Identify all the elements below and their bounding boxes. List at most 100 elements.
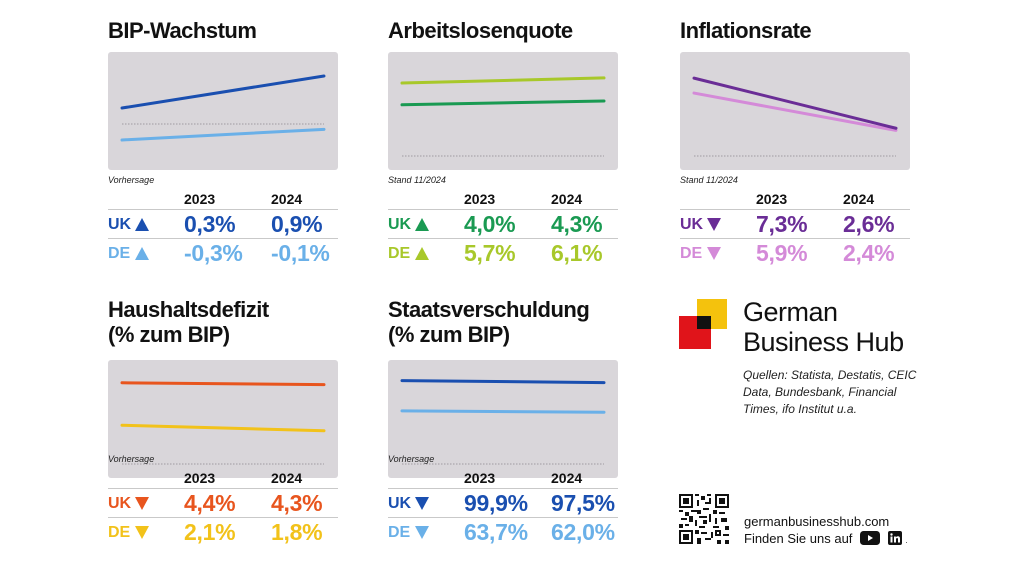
chart-note: Stand 11/2024 [680,175,738,185]
triangle-down-icon [415,526,429,539]
series-line-de [120,423,326,433]
table-row-uk: UK 7,3% 2,6% [680,210,910,239]
triangle-up-icon [415,247,429,260]
chart-note: Vorhersage [108,175,155,185]
chart-svg [692,76,898,157]
value-2024: 0,9% [271,211,323,237]
brand-name: German Business Hub [743,297,904,357]
year-label: 2023 [464,470,496,486]
table-row-uk: UK 99,9% 97,5% [388,489,618,518]
year-label: 2024 [551,470,583,486]
value-2023: 5,9% [756,240,808,266]
value-2024: 2,4% [843,240,895,266]
panel-bip-wachstum: BIP-Wachstum Vorhersage 2023 2024 UK 0,3% 0,… [108,18,338,266]
year-label: 2024 [551,191,583,207]
brand-logo [679,299,729,351]
footer: germanbusinesshub.com Finden Sie uns auf… [679,494,939,546]
triangle-up-icon [135,218,149,231]
value-2023: 2,1% [184,519,236,545]
brand-name-line2: Business Hub [743,327,904,357]
value-2023: 99,9% [464,490,528,516]
linkedin-icon[interactable] [887,531,902,545]
panel-title: Staatsverschuldung [388,297,590,322]
country-code: DE [388,524,411,541]
find-us-text: Finden Sie uns auf [744,531,853,546]
year-label: 2023 [184,191,216,207]
country-code: DE [108,245,131,262]
value-2024: 4,3% [551,211,603,237]
year-header: 2023 2024 [108,190,338,210]
chart-svg [400,76,606,157]
table-row-de: DE 63,7% 62,0% [388,518,618,547]
value-2024: -0,1% [271,240,330,266]
series-line-de [400,409,606,414]
data-table: 2023 2024 UK 0,3% 0,9% DE -0,3% -0,1% [108,190,338,268]
year-label: 2024 [271,191,303,207]
year-label: 2024 [843,191,875,207]
find-us-line: Finden Sie uns auf . [744,531,908,546]
line-chart [388,52,618,170]
country-code: DE [388,245,411,262]
line-chart [680,52,910,170]
panel-subtitle: (% zum BIP) [108,322,230,347]
triangle-down-icon [707,247,721,260]
line-chart [108,360,338,478]
value-2023: 63,7% [464,519,528,545]
table-row-de: DE 5,7% 6,1% [388,239,618,268]
country-code: UK [680,216,704,233]
value-2023: 0,3% [184,211,236,237]
brand-name-line1: German [743,297,838,327]
value-2024: 6,1% [551,240,603,266]
table-row-de: DE 5,9% 2,4% [680,239,910,268]
chart-svg [120,381,326,465]
value-2024: 97,5% [551,490,615,516]
chart-svg [120,74,326,142]
qr-code-icon[interactable] [679,494,729,544]
panel-title: Arbeitslosenquote [388,18,573,43]
panel-subtitle: (% zum BIP) [388,322,510,347]
panel-inflationsrate: Inflationsrate Stand 11/2024 2023 2024 UK 7… [680,18,910,266]
chart-note: Vorhersage [388,454,435,464]
panel-arbeitslosenquote: Arbeitslosenquote Stand 11/2024 2023 2024… [388,18,618,266]
year-label: 2024 [271,470,303,486]
series-line-uk [400,379,606,385]
country-code: DE [680,245,703,262]
data-table: 2023 2024 UK 7,3% 2,6% DE 5,9% 2,4% [680,190,910,268]
series-line-de [120,127,326,142]
triangle-down-icon [707,218,721,231]
triangle-down-icon [135,526,149,539]
panel-title: Haushaltsdefizit [108,297,269,322]
triangle-up-icon [135,247,149,260]
panel-title: BIP-Wachstum [108,18,257,43]
panel-staatsverschuldung: Staatsverschuldung (% zum BIP) Vorhersag… [388,297,618,545]
value-2023: 5,7% [464,240,516,266]
sources-text: Quellen: Statista, Destatis, CEIC Data, … [743,368,917,416]
table-row-uk: UK 4,0% 4,3% [388,210,618,239]
logo-black-square [697,316,711,329]
triangle-down-icon [135,497,149,510]
country-code: UK [388,495,412,512]
website-link[interactable]: germanbusinesshub.com [744,514,890,529]
value-2024: 62,0% [551,519,615,545]
year-header: 2023 2024 [108,469,338,489]
panel-haushaltsdefizit: Haushaltsdefizit (% zum BIP) Vorhersage … [108,297,338,545]
chart-svg [400,379,606,465]
year-header: 2023 2024 [388,190,618,210]
chart-note: Vorhersage [108,454,155,464]
data-table: 2023 2024 UK 4,0% 4,3% DE 5,7% 6,1% [388,190,618,268]
triangle-down-icon [415,497,429,510]
table-row-uk: UK 0,3% 0,9% [108,210,338,239]
country-code: UK [108,495,132,512]
line-chart [108,52,338,170]
series-line-uk [400,99,606,107]
value-2024: 1,8% [271,519,323,545]
triangle-up-icon [415,218,429,231]
chart-note: Stand 11/2024 [388,175,446,185]
youtube-icon[interactable] [860,531,881,545]
value-2023: 7,3% [756,211,808,237]
year-label: 2023 [464,191,496,207]
series-line-uk [692,76,898,130]
panel-title: Inflationsrate [680,18,812,43]
year-header: 2023 2024 [680,190,910,210]
country-code: UK [108,216,132,233]
